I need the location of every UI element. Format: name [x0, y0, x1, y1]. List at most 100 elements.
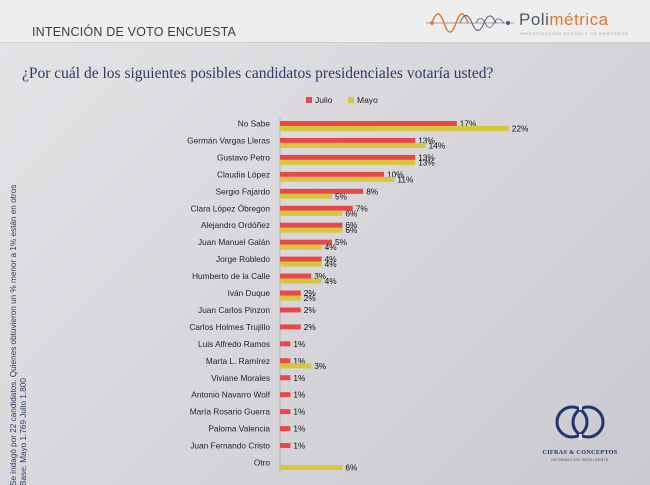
- bar-julio: [280, 324, 301, 330]
- data-label-mayo: 22%: [512, 124, 529, 134]
- category-label: María Rosario Guerra: [190, 407, 271, 417]
- bar-julio: [280, 307, 301, 313]
- data-label-mayo: 5%: [335, 191, 348, 201]
- data-label-julio: 1%: [293, 407, 306, 417]
- bar-julio: [280, 171, 384, 177]
- category-label: Antonio Navarro Wolf: [191, 390, 270, 400]
- bar-mayo: [280, 126, 509, 131]
- data-label-julio: 1%: [293, 356, 306, 366]
- chart-question: ¿Por cuál de los siguientes posibles can…: [22, 65, 494, 82]
- legend-label-julio: Julio: [315, 95, 333, 105]
- data-label-mayo: 13%: [418, 157, 435, 167]
- bar-julio: [280, 205, 353, 211]
- logo-name: Polimétrica: [519, 10, 609, 30]
- data-label-julio: 17%: [460, 119, 477, 129]
- data-label-julio: 2%: [304, 322, 317, 332]
- category-label: Paloma Valencia: [208, 424, 270, 434]
- category-label: Iván Duque: [228, 288, 271, 298]
- legend-swatch-mayo: [348, 97, 354, 103]
- data-label-julio: 4%: [325, 254, 338, 264]
- bar-mayo: [280, 295, 301, 301]
- brand-name: CIFRAS & CONCEPTOS: [542, 449, 618, 456]
- bar-mayo: [280, 210, 343, 216]
- category-label: Sergio Fajardo: [216, 186, 271, 196]
- category-label: Alejandro Ordóñez: [201, 220, 270, 230]
- bar-julio: [280, 409, 291, 415]
- bar-mayo: [280, 465, 343, 470]
- polimetrica-logo: Polimétrica INVESTIGACIÓN SOCIAL Y DE ME…: [424, 8, 639, 38]
- brand-tagline: INFORMACIÓN INTELIGENTE: [551, 458, 609, 462]
- data-label-julio: 1%: [293, 390, 306, 400]
- bar-julio: [280, 443, 291, 449]
- data-label-julio: 7%: [356, 203, 369, 213]
- category-label: No Sabe: [238, 119, 271, 129]
- data-label-mayo: 6%: [345, 463, 358, 473]
- data-label-julio: 2%: [304, 305, 317, 315]
- data-label-julio: 8%: [366, 186, 379, 196]
- data-label-julio: 6%: [345, 220, 358, 230]
- bar-julio: [280, 375, 291, 381]
- data-label-julio: 1%: [293, 339, 306, 349]
- bar-mayo: [280, 176, 395, 182]
- category-label: Carlos Holmes Trujillo: [189, 322, 270, 332]
- bar-julio: [280, 188, 364, 194]
- category-label: Clara López Óbregon: [191, 203, 271, 213]
- bar-julio: [280, 256, 322, 262]
- logo-name-accent: métrica: [549, 10, 609, 29]
- bar-julio: [280, 290, 301, 296]
- cc-monogram-icon: [555, 404, 605, 440]
- bar-julio: [280, 426, 291, 432]
- data-label-mayo: 4%: [325, 242, 338, 252]
- data-label-mayo: 4%: [325, 276, 338, 286]
- data-label-julio: 1%: [293, 373, 306, 383]
- category-label: Otro: [254, 458, 271, 468]
- data-label-mayo: 3%: [314, 361, 327, 371]
- bar-mayo: [280, 244, 322, 250]
- category-label: Luis Alfredo Ramos: [198, 339, 270, 349]
- bar-julio: [280, 121, 457, 126]
- category-label: Juan Fernando Cristo: [190, 441, 270, 451]
- data-label-julio: 1%: [293, 441, 306, 451]
- data-label-mayo: 4%: [325, 259, 338, 269]
- bar-mayo: [280, 278, 322, 284]
- category-label: Juan Carlos Pinzon: [198, 305, 270, 315]
- category-label: Humberto de la Calle: [192, 271, 270, 281]
- bar-mayo: [280, 142, 426, 148]
- cifras-conceptos-logo: CIFRAS & CONCEPTOS INFORMACIÓN INTELIGEN…: [540, 398, 620, 468]
- data-label-mayo: 2%: [304, 293, 317, 303]
- bar-julio: [280, 358, 291, 364]
- category-label: Juan Manuel Galán: [198, 237, 270, 247]
- data-label-julio: 5%: [335, 237, 348, 247]
- category-label: Germán Vargas Lleras: [187, 135, 270, 145]
- bar-julio: [280, 273, 312, 279]
- legend-label-mayo: Mayo: [357, 95, 378, 105]
- bar-julio: [280, 341, 291, 347]
- legend-swatch-julio: [306, 97, 312, 103]
- bar-mayo: [280, 261, 322, 267]
- bar-mayo: [280, 159, 416, 165]
- waveform-icon: [426, 13, 514, 33]
- header-bar: INTENCIÓN DE VOTO ENCUESTA Polimétrica I…: [0, 0, 650, 43]
- data-label-julio: 13%: [418, 152, 435, 162]
- bar-julio: [280, 137, 416, 143]
- bar-julio: [280, 222, 343, 228]
- bar-mayo: [280, 227, 343, 233]
- bar-mayo: [280, 363, 312, 369]
- category-label: Marta L. Ramírez: [206, 356, 270, 366]
- bar-julio: [280, 239, 332, 245]
- data-label-julio: 13%: [418, 135, 435, 145]
- data-label-mayo: 11%: [397, 174, 414, 184]
- data-label-mayo: 14%: [429, 140, 446, 150]
- category-label: Claudia López: [217, 169, 270, 179]
- data-label-julio: 3%: [314, 271, 327, 281]
- bar-mayo: [280, 193, 332, 199]
- logo-name-main: Poli: [519, 10, 550, 29]
- header-title: INTENCIÓN DE VOTO ENCUESTA: [32, 25, 237, 39]
- data-label-julio: 10%: [387, 169, 404, 179]
- category-label: Viviane Morales: [211, 373, 270, 383]
- bar-julio: [280, 154, 416, 160]
- category-label: Jorge Robledo: [216, 254, 270, 264]
- data-label-julio: 1%: [293, 424, 306, 434]
